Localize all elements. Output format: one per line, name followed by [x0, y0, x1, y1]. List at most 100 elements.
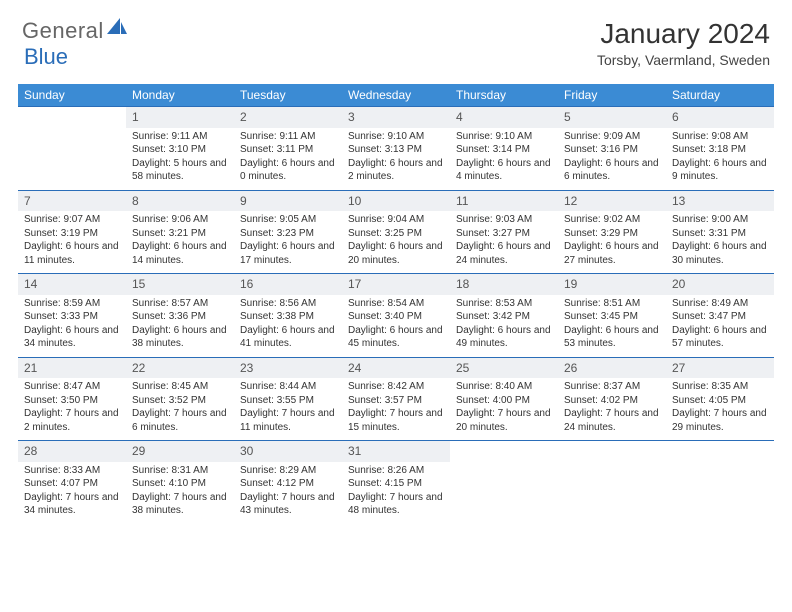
day-number-cell: 2 — [234, 107, 342, 128]
sunset-text: Sunset: 4:05 PM — [672, 394, 768, 408]
sunrise-text: Sunrise: 8:57 AM — [132, 297, 228, 311]
day-number-cell: 29 — [126, 441, 234, 462]
dayhead-thu: Thursday — [450, 84, 558, 107]
day-number-cell: 4 — [450, 107, 558, 128]
day-number-cell: 12 — [558, 190, 666, 211]
sunrise-text: Sunrise: 8:47 AM — [24, 380, 120, 394]
day-number-cell: 21 — [18, 357, 126, 378]
day-info-cell: Sunrise: 8:33 AMSunset: 4:07 PMDaylight:… — [18, 462, 126, 524]
day-info-cell: Sunrise: 8:51 AMSunset: 3:45 PMDaylight:… — [558, 295, 666, 358]
day-info-cell: Sunrise: 9:00 AMSunset: 3:31 PMDaylight:… — [666, 211, 774, 274]
day-number-cell — [558, 441, 666, 462]
logo-text-1: General — [22, 18, 104, 44]
daylight-text: Daylight: 6 hours and 27 minutes. — [564, 240, 660, 267]
daylight-text: Daylight: 7 hours and 43 minutes. — [240, 491, 336, 518]
sunset-text: Sunset: 4:15 PM — [348, 477, 444, 491]
sunrise-text: Sunrise: 8:44 AM — [240, 380, 336, 394]
daylight-text: Daylight: 6 hours and 17 minutes. — [240, 240, 336, 267]
daylight-text: Daylight: 6 hours and 9 minutes. — [672, 157, 768, 184]
sunset-text: Sunset: 3:10 PM — [132, 143, 228, 157]
day-info-cell: Sunrise: 9:02 AMSunset: 3:29 PMDaylight:… — [558, 211, 666, 274]
day-number-cell: 15 — [126, 274, 234, 295]
day-number: 28 — [24, 444, 37, 458]
day-number: 3 — [348, 110, 355, 124]
day-number-cell: 7 — [18, 190, 126, 211]
daylight-text: Daylight: 7 hours and 48 minutes. — [348, 491, 444, 518]
day-number: 4 — [456, 110, 463, 124]
dayhead-sun: Sunday — [18, 84, 126, 107]
daylight-text: Daylight: 6 hours and 11 minutes. — [24, 240, 120, 267]
day-number-cell: 30 — [234, 441, 342, 462]
sunrise-text: Sunrise: 8:40 AM — [456, 380, 552, 394]
day-info-cell: Sunrise: 9:06 AMSunset: 3:21 PMDaylight:… — [126, 211, 234, 274]
daylight-text: Daylight: 6 hours and 38 minutes. — [132, 324, 228, 351]
day-info-cell: Sunrise: 8:26 AMSunset: 4:15 PMDaylight:… — [342, 462, 450, 524]
day-number-cell: 5 — [558, 107, 666, 128]
day-number: 26 — [564, 361, 577, 375]
sunset-text: Sunset: 3:33 PM — [24, 310, 120, 324]
day-info-cell: Sunrise: 8:35 AMSunset: 4:05 PMDaylight:… — [666, 378, 774, 441]
day-info-cell: Sunrise: 9:10 AMSunset: 3:14 PMDaylight:… — [450, 128, 558, 191]
sunset-text: Sunset: 3:23 PM — [240, 227, 336, 241]
daylight-text: Daylight: 6 hours and 4 minutes. — [456, 157, 552, 184]
sunrise-text: Sunrise: 9:10 AM — [456, 130, 552, 144]
sunrise-text: Sunrise: 8:26 AM — [348, 464, 444, 478]
daylight-text: Daylight: 7 hours and 38 minutes. — [132, 491, 228, 518]
day-number-cell: 20 — [666, 274, 774, 295]
day-info-cell: Sunrise: 8:54 AMSunset: 3:40 PMDaylight:… — [342, 295, 450, 358]
daylight-text: Daylight: 6 hours and 30 minutes. — [672, 240, 768, 267]
day-info-cell — [450, 462, 558, 524]
dayhead-mon: Monday — [126, 84, 234, 107]
day-info-cell: Sunrise: 9:11 AMSunset: 3:11 PMDaylight:… — [234, 128, 342, 191]
day-number: 24 — [348, 361, 361, 375]
sunset-text: Sunset: 3:16 PM — [564, 143, 660, 157]
sunset-text: Sunset: 3:25 PM — [348, 227, 444, 241]
day-info-cell: Sunrise: 9:11 AMSunset: 3:10 PMDaylight:… — [126, 128, 234, 191]
day-number-cell — [450, 441, 558, 462]
sunset-text: Sunset: 3:38 PM — [240, 310, 336, 324]
day-number-cell: 18 — [450, 274, 558, 295]
sunset-text: Sunset: 3:57 PM — [348, 394, 444, 408]
day-number: 6 — [672, 110, 679, 124]
day-number: 27 — [672, 361, 685, 375]
sunset-text: Sunset: 4:12 PM — [240, 477, 336, 491]
title-block: January 2024 Torsby, Vaermland, Sweden — [597, 18, 770, 68]
daylight-text: Daylight: 6 hours and 34 minutes. — [24, 324, 120, 351]
daylight-text: Daylight: 6 hours and 2 minutes. — [348, 157, 444, 184]
daylight-text: Daylight: 7 hours and 6 minutes. — [132, 407, 228, 434]
sunset-text: Sunset: 3:27 PM — [456, 227, 552, 241]
day-number: 29 — [132, 444, 145, 458]
day-info-cell: Sunrise: 9:10 AMSunset: 3:13 PMDaylight:… — [342, 128, 450, 191]
dayhead-tue: Tuesday — [234, 84, 342, 107]
daylight-text: Daylight: 7 hours and 20 minutes. — [456, 407, 552, 434]
day-info-cell: Sunrise: 8:31 AMSunset: 4:10 PMDaylight:… — [126, 462, 234, 524]
day-number-cell — [666, 441, 774, 462]
day-number: 1 — [132, 110, 139, 124]
day-number-cell: 13 — [666, 190, 774, 211]
day-number: 30 — [240, 444, 253, 458]
sunset-text: Sunset: 4:10 PM — [132, 477, 228, 491]
day-number-cell: 24 — [342, 357, 450, 378]
sunset-text: Sunset: 4:07 PM — [24, 477, 120, 491]
daylight-text: Daylight: 6 hours and 49 minutes. — [456, 324, 552, 351]
sunrise-text: Sunrise: 8:49 AM — [672, 297, 768, 311]
daylight-text: Daylight: 6 hours and 53 minutes. — [564, 324, 660, 351]
sunrise-text: Sunrise: 8:54 AM — [348, 297, 444, 311]
sunrise-text: Sunrise: 8:45 AM — [132, 380, 228, 394]
day-number: 11 — [456, 194, 468, 208]
day-number: 9 — [240, 194, 247, 208]
day-number-cell: 22 — [126, 357, 234, 378]
sunset-text: Sunset: 3:18 PM — [672, 143, 768, 157]
dayhead-wed: Wednesday — [342, 84, 450, 107]
sunrise-text: Sunrise: 9:08 AM — [672, 130, 768, 144]
day-number-cell: 17 — [342, 274, 450, 295]
day-info-cell: Sunrise: 9:08 AMSunset: 3:18 PMDaylight:… — [666, 128, 774, 191]
sunrise-text: Sunrise: 8:31 AM — [132, 464, 228, 478]
logo-sail-icon — [106, 16, 128, 38]
day-number-cell: 19 — [558, 274, 666, 295]
day-number: 15 — [132, 277, 145, 291]
daynum-row: 21222324252627 — [18, 357, 774, 378]
day-info-cell — [558, 462, 666, 524]
day-number: 22 — [132, 361, 145, 375]
day-number: 13 — [672, 194, 685, 208]
